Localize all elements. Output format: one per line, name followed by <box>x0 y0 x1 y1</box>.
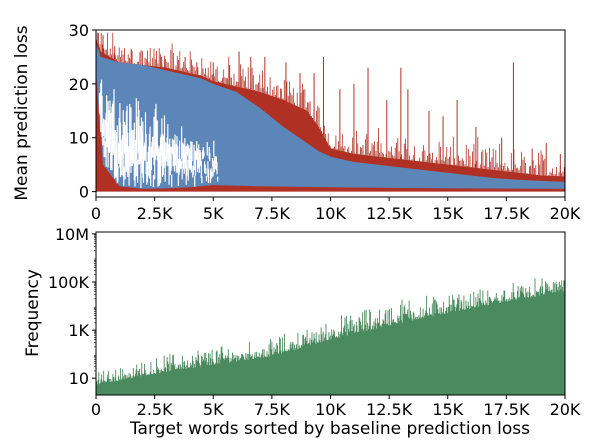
frequency-bars <box>95 278 565 395</box>
loss-x-tick-label: 0 <box>91 204 101 223</box>
frequency-x-tick-label: 10K <box>315 400 346 419</box>
loss-y-tick-label: 30 <box>69 21 89 40</box>
frequency-x-tick-label: 0 <box>91 400 101 419</box>
frequency-y-tick-label: 100K <box>48 273 90 292</box>
frequency-y-tick-label: 1K <box>68 321 89 340</box>
loss-x-tick-label: 2.5K <box>137 204 173 223</box>
loss-y-axis-label: Mean prediction loss <box>12 25 32 200</box>
loss-axes: 0 2.5K 5K 7.5K 10K 12.5K 15K 17.5K 20K 0 10 20 30 <box>69 21 581 223</box>
frequency-x-tick-label: 20K <box>550 400 581 419</box>
loss-x-tick-label: 5K <box>203 204 224 223</box>
loss-chart: 0 2.5K 5K 7.5K 10K 12.5K 15K 17.5K 20K 0 10 20 30 Me… <box>12 21 581 223</box>
lower-loss-gaps <box>98 79 219 188</box>
frequency-y-tick-label: 10M <box>55 225 89 244</box>
loss-x-tick-label: 20K <box>550 204 581 223</box>
loss-x-tick-label: 17.5K <box>483 204 530 223</box>
loss-y-tick-label: 0 <box>79 183 89 202</box>
frequency-y-axis-label: Frequency <box>23 269 43 357</box>
frequency-plot-area <box>95 278 565 395</box>
frequency-x-tick-label: 2.5K <box>137 400 173 419</box>
frequency-x-tick-label: 17.5K <box>483 400 530 419</box>
frequency-x-tick-label: 15K <box>432 400 463 419</box>
loss-x-tick-label: 12.5K <box>366 204 413 223</box>
loss-x-tick-label: 7.5K <box>254 204 290 223</box>
frequency-x-axis-label: Target words sorted by baseline predicti… <box>129 419 530 439</box>
frequency-axes: 0 2.5K 5K 7.5K 10K 12.5K 15K 17.5K 20K 10 1K 100K 10… <box>48 225 581 419</box>
lower-loss-band <box>96 43 565 189</box>
frequency-y-tick-label: 10 <box>69 369 89 388</box>
loss-x-tick-label: 15K <box>432 204 463 223</box>
frequency-x-tick-label: 5K <box>203 400 224 419</box>
loss-y-tick-label: 10 <box>69 129 89 148</box>
loss-plot-area <box>95 32 565 192</box>
frequency-x-tick-label: 7.5K <box>254 400 290 419</box>
frequency-x-tick-label: 12.5K <box>366 400 413 419</box>
loss-y-tick-label: 20 <box>69 75 89 94</box>
loss-x-tick-label: 10K <box>315 204 346 223</box>
frequency-chart: 0 2.5K 5K 7.5K 10K 12.5K 15K 17.5K 20K 10 1K 100K 10… <box>23 225 581 439</box>
